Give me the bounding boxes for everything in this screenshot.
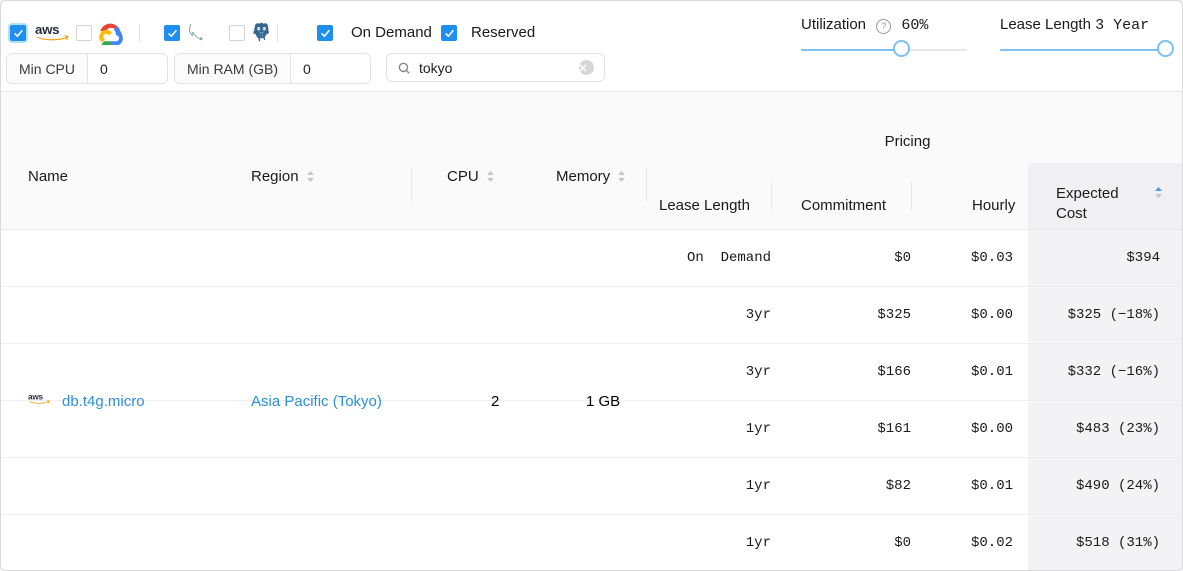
svg-text:aws: aws — [35, 22, 59, 37]
svg-text:aws: aws — [28, 392, 44, 401]
